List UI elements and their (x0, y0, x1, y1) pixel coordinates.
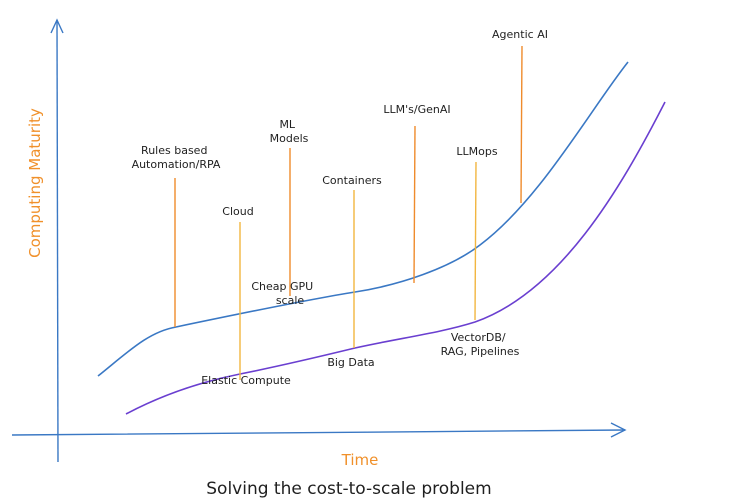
label-rules-automation: Rules based Automation/RPA (132, 144, 221, 171)
label-vectordb-rag: VectorDB/ RAG, Pipelines (441, 331, 520, 358)
y-axis-arrowhead (50, 18, 64, 34)
upper-maturity-curve (97, 61, 629, 377)
x-axis-title: Time (341, 451, 379, 469)
label-big-data: Big Data (327, 356, 374, 369)
lower-maturity-curve (125, 101, 666, 415)
label-elastic-compute: Elastic Compute (201, 374, 291, 387)
y-axis-title: Computing Maturity (26, 108, 44, 258)
x-axis-line (11, 429, 626, 436)
label-genai: LLM's/GenAI (383, 103, 450, 116)
marker-line-llmops (474, 161, 477, 321)
axes (11, 18, 627, 463)
y-axis-line (56, 19, 59, 463)
diagram-caption: Solving the cost-to-scale problem (206, 479, 491, 499)
label-agentic-ai: Agentic AI (492, 28, 548, 41)
marker-lines (174, 45, 523, 380)
x-axis-arrowhead (610, 422, 627, 438)
marker-line-genai (413, 125, 416, 284)
label-cloud: Cloud (222, 205, 253, 218)
label-ml-models: ML Models (270, 118, 309, 145)
marker-line-agentic-ai (520, 45, 523, 204)
label-llmops: LLMops (456, 145, 497, 158)
label-cheap-gpu-scale: Cheap GPU scale (251, 280, 316, 307)
label-containers: Containers (322, 174, 382, 187)
